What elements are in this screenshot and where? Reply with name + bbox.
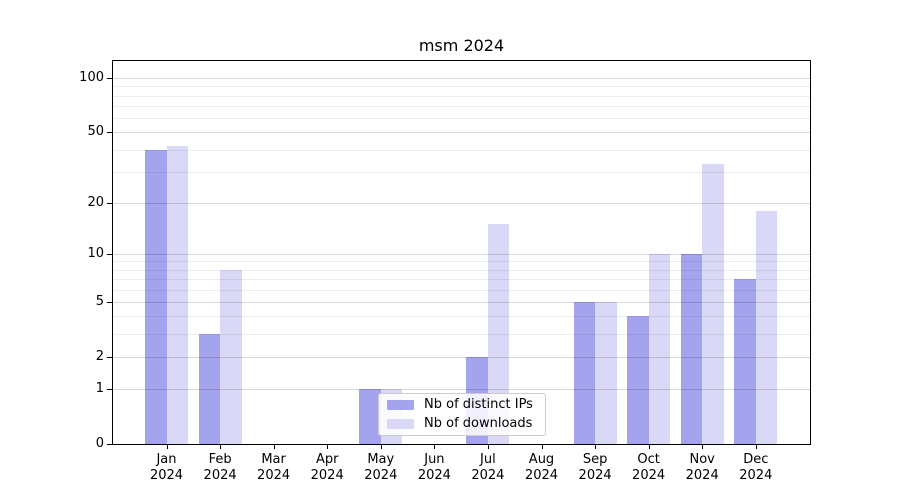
gridline-minor-40	[113, 149, 810, 151]
gridline-major-2	[113, 356, 810, 358]
legend-item-downloads: Nb of downloads	[387, 416, 545, 432]
gridline-minor-30	[113, 171, 810, 173]
gridline-minor-4	[113, 316, 810, 318]
gridline-major-5	[113, 301, 810, 303]
gridline-minor-90	[113, 86, 810, 88]
x-tick-label-feb: Feb 2024	[203, 452, 237, 483]
bar-downloads-sep	[595, 301, 617, 444]
x-tick-mark-aug	[541, 445, 543, 449]
x-tick-label-oct: Oct 2024	[632, 452, 666, 483]
y-tick-mark-2	[107, 356, 112, 358]
legend: Nb of distinct IPs Nb of downloads	[378, 393, 546, 436]
gridline-minor-9	[113, 261, 810, 263]
bars-layer	[113, 61, 810, 444]
x-tick-label-may: May 2024	[364, 452, 398, 483]
y-tick-label-100: 100	[79, 70, 104, 85]
bar-distinct-ips-feb	[198, 334, 221, 444]
x-tick-mark-nov	[702, 445, 704, 449]
x-tick-mark-dec	[755, 445, 757, 449]
bar-distinct-ips-sep	[573, 301, 596, 444]
y-tick-label-50: 50	[87, 124, 104, 140]
y-tick-label-2: 2	[95, 348, 104, 364]
y-tick-mark-1	[107, 389, 112, 390]
x-tick-mark-jan	[166, 445, 168, 449]
y-tick-mark-20	[107, 202, 112, 204]
gridline-minor-80	[113, 95, 810, 97]
x-tick-mark-sep	[595, 445, 597, 449]
bar-downloads-feb	[220, 269, 242, 444]
gridline-minor-70	[113, 106, 810, 107]
x-tick-label-mar: Mar 2024	[257, 452, 291, 483]
y-tick-label-1: 1	[95, 381, 104, 396]
plot-area: Nb of distinct IPs Nb of downloads	[112, 60, 811, 445]
y-tick-label-0: 0	[95, 436, 104, 451]
bar-distinct-ips-nov	[680, 253, 703, 444]
y-tick-mark-5	[107, 301, 112, 303]
gridline-major-10	[113, 253, 810, 255]
x-tick-label-sep: Sep 2024	[578, 452, 612, 483]
x-tick-mark-mar	[273, 445, 275, 449]
x-tick-mark-apr	[327, 445, 329, 449]
bar-distinct-ips-jan	[145, 149, 167, 444]
bar-downloads-dec	[755, 210, 778, 444]
bar-distinct-ips-dec	[734, 279, 756, 444]
bar-downloads-oct	[648, 253, 671, 444]
x-tick-label-dec: Dec 2024	[739, 452, 773, 483]
gridline-major-1	[113, 389, 810, 390]
gridline-minor-8	[113, 269, 810, 271]
bar-downloads-nov	[702, 164, 724, 444]
gridline-major-100	[113, 78, 810, 79]
grid-layer	[113, 61, 810, 444]
x-tick-label-nov: Nov 2024	[685, 452, 719, 483]
legend-label-downloads: Nb of downloads	[424, 416, 533, 431]
gridline-minor-60	[113, 118, 810, 119]
x-tick-mark-jun	[434, 445, 436, 449]
x-tick-label-jan: Jan 2024	[149, 452, 184, 483]
gridline-minor-3	[113, 334, 810, 336]
y-tick-mark-10	[107, 253, 112, 255]
gridline-major-20	[113, 202, 810, 204]
gridline-minor-6	[113, 289, 810, 291]
y-tick-mark-50	[107, 132, 112, 134]
legend-label-distinct-ips: Nb of distinct IPs	[424, 397, 533, 412]
y-tick-mark-0	[107, 444, 112, 445]
x-tick-label-aug: Aug 2024	[524, 452, 559, 483]
gridline-major-50	[113, 132, 810, 134]
x-tick-mark-may	[380, 445, 382, 449]
x-tick-mark-oct	[648, 445, 650, 449]
x-tick-label-apr: Apr 2024	[310, 452, 344, 483]
y-tick-label-5: 5	[95, 293, 104, 309]
chart-title: msm 2024	[418, 36, 505, 55]
legend-item-distinct-ips: Nb of distinct IPs	[387, 397, 545, 413]
gridline-minor-7	[113, 279, 810, 281]
bar-distinct-ips-oct	[627, 316, 649, 444]
bar-downloads-jan	[166, 145, 188, 444]
x-tick-mark-feb	[220, 445, 222, 449]
legend-swatch-downloads	[387, 419, 414, 429]
x-tick-label-jul: Jul 2024	[471, 452, 505, 483]
y-tick-label-20: 20	[87, 194, 104, 210]
y-tick-mark-100	[107, 78, 112, 79]
legend-swatch-distinct-ips	[387, 400, 414, 410]
x-tick-mark-jul	[487, 445, 489, 449]
y-tick-label-10: 10	[87, 245, 104, 261]
x-tick-label-jun: Jun 2024	[417, 452, 451, 483]
